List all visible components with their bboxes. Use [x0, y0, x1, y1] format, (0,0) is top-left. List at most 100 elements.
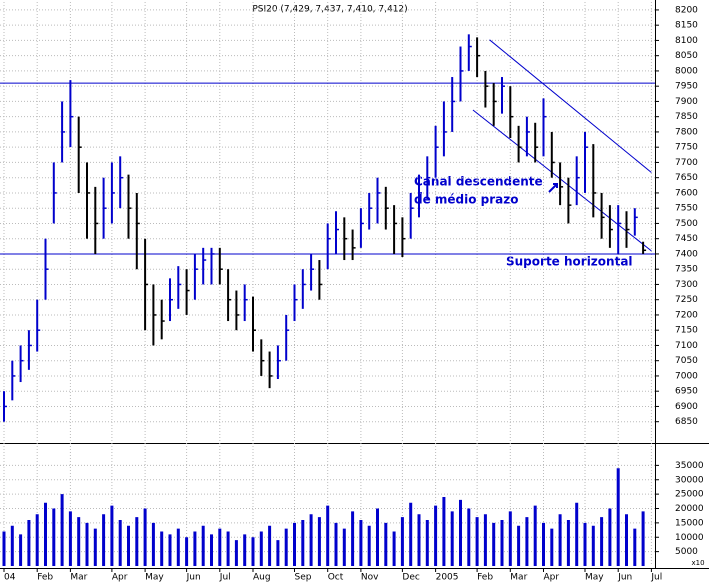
y-tick-label: 20000 — [675, 504, 704, 514]
x-tick-label: 04 — [4, 573, 16, 582]
x-tick-label: Mar — [70, 573, 87, 582]
x-tick-label: Feb — [477, 573, 493, 582]
y-tick-label: 7500 — [675, 219, 698, 229]
y-tick-label: 7200 — [675, 310, 698, 320]
annotation: Suporte horizontal — [506, 255, 633, 269]
y-tick-label: 15000 — [675, 518, 704, 528]
y-tick-label: 30000 — [675, 475, 704, 485]
volume-bar — [85, 522, 89, 566]
volume-bar — [143, 508, 147, 566]
volume-bar — [226, 531, 230, 566]
volume-bar — [575, 502, 579, 566]
volume-bar — [10, 525, 14, 566]
y-tick-label: 35000 — [675, 461, 704, 471]
y-tick-label: 7600 — [675, 188, 698, 198]
volume-bar — [268, 525, 272, 566]
volume-bar — [500, 520, 504, 566]
volume-bar — [243, 534, 247, 566]
volume-bar — [492, 522, 496, 566]
x-tick-label: Oct — [328, 573, 344, 582]
volume-bar — [27, 520, 31, 566]
volume-bar — [168, 534, 172, 566]
volume-bar — [44, 502, 47, 566]
y-tick-label: 7050 — [675, 356, 698, 366]
x-tick-label: Dec — [402, 573, 419, 582]
volume-bar — [326, 505, 330, 566]
y-tick-label: 7750 — [675, 143, 698, 153]
y-tick-label: 8000 — [675, 66, 698, 76]
volume-bar — [442, 497, 446, 566]
volume-bar — [533, 505, 537, 566]
volume-bar — [60, 494, 64, 566]
arrow — [548, 183, 558, 193]
y-tick-label: 5000 — [675, 547, 698, 557]
volume-bar — [550, 528, 554, 566]
volume-bar — [93, 528, 97, 566]
volume-bar — [342, 528, 346, 566]
y-tick-label: 8200 — [675, 5, 698, 15]
annotation: Canal descendente — [414, 175, 543, 189]
volume-bar — [52, 508, 56, 566]
volume-bar — [566, 520, 570, 566]
x-tick-label: Feb — [37, 573, 53, 582]
x-tick-label: Apr — [112, 573, 128, 582]
volume-bar — [135, 517, 139, 566]
volume-bar — [475, 517, 479, 566]
x-tick-label: Apr — [544, 573, 560, 582]
volume-bar — [77, 517, 81, 566]
y-tick-label: 7450 — [675, 234, 698, 244]
y-tick-label: 7850 — [675, 112, 698, 122]
volume-bar — [102, 514, 106, 566]
y-tick-label: 6850 — [675, 417, 698, 427]
volume-bar — [160, 531, 164, 566]
volume-bar — [591, 525, 595, 566]
volume-bar — [276, 540, 280, 566]
y-tick-label: 8150 — [675, 21, 698, 31]
x-tick-label: Jun — [617, 573, 632, 582]
y-tick-label: 7700 — [675, 158, 698, 168]
volume-bar — [616, 468, 620, 566]
volume-bar — [284, 528, 288, 566]
volume-bar — [127, 525, 130, 566]
volume-bar — [19, 534, 23, 566]
volume-bar — [334, 522, 338, 566]
x-tick-label: Sep — [295, 573, 312, 582]
volume-bar — [234, 540, 238, 566]
volume-bar — [508, 511, 512, 566]
x-tick-label: 2005 — [436, 573, 459, 582]
volume-bar — [483, 514, 487, 566]
volume-bar — [583, 522, 587, 566]
y-tick-label: 7000 — [675, 371, 698, 381]
volume-bar — [293, 522, 296, 566]
volume-bar — [151, 522, 155, 566]
x-tick-label: Aug — [253, 573, 271, 582]
volume-bar — [376, 508, 379, 566]
volume-bar — [176, 528, 180, 566]
volume-bar — [35, 514, 39, 566]
volume-bar — [641, 511, 645, 566]
volume-bar — [317, 517, 321, 566]
volume-bar — [425, 520, 429, 566]
volume-bar — [2, 531, 6, 566]
y-tick-label: 7350 — [675, 265, 698, 275]
x-tick-label: Jul — [650, 573, 662, 582]
y-tick-label: 6900 — [675, 402, 698, 412]
volume-bar — [558, 514, 562, 566]
volume-bar — [542, 522, 545, 566]
y-tick-label: 7400 — [675, 249, 698, 259]
volume-bar — [450, 511, 454, 566]
volume-bar — [301, 520, 305, 566]
volume-bar — [309, 514, 313, 566]
annotation: de médio prazo — [414, 193, 519, 207]
y-tick-label: 7800 — [675, 127, 698, 137]
y-tick-label: 8100 — [675, 36, 698, 46]
volume-bar — [193, 531, 197, 566]
volume-bar — [608, 508, 612, 566]
volume-bar — [384, 522, 388, 566]
volume-bar — [359, 520, 363, 566]
volume-bar — [185, 537, 189, 566]
